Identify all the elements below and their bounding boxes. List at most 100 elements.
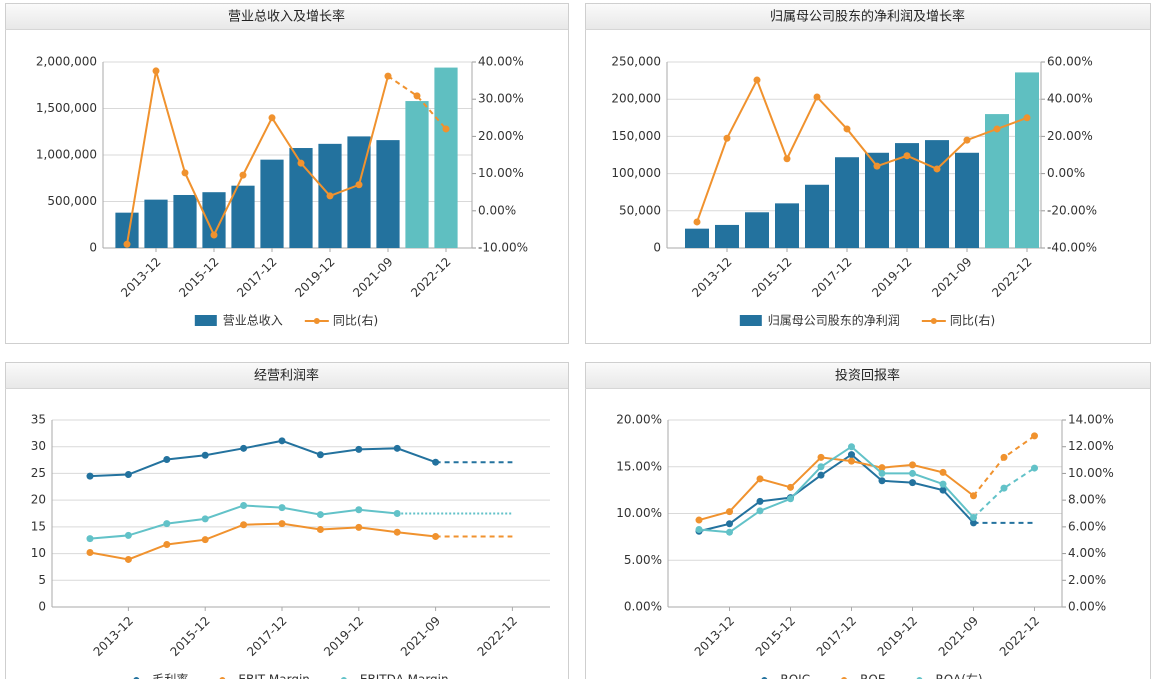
bar	[775, 203, 799, 248]
line-marker	[787, 495, 794, 503]
line	[126, 70, 389, 245]
line-marker	[201, 451, 209, 459]
legend-label: 毛利率	[152, 672, 188, 679]
panel-frame	[585, 362, 1151, 679]
y2-tick-label: 30.00%	[478, 92, 524, 106]
y2-tick-label: -40.00%	[1047, 241, 1097, 255]
line-marker	[278, 504, 286, 512]
bar	[260, 159, 284, 248]
line-marker	[326, 192, 334, 200]
line-marker	[355, 523, 363, 531]
line	[698, 456, 975, 522]
line-marker	[297, 159, 305, 167]
chart-title: 投资回报率	[835, 368, 900, 384]
line-marker	[695, 526, 703, 534]
y-tick-label: 10.00%	[616, 506, 662, 520]
line-marker	[939, 486, 947, 494]
line-marker	[163, 540, 171, 548]
line-marker	[878, 469, 886, 477]
line-marker	[695, 516, 703, 524]
y-tick-label: 2,000,000	[36, 55, 97, 69]
line-marker	[240, 521, 248, 529]
y-tick-label: 25	[31, 466, 46, 480]
bar	[685, 228, 709, 248]
line-marker	[432, 458, 440, 466]
y2-tick-label: 0.00%	[478, 203, 516, 217]
legend: 毛利率 EBIT Margin EBITDA Margin	[133, 672, 449, 679]
line-marker	[848, 451, 855, 459]
y2-tick-label: 8.00%	[1068, 493, 1106, 507]
panel-header	[6, 363, 568, 388]
line-marker	[848, 443, 855, 451]
legend: 归属母公司股东的净利润 同比(右)	[739, 313, 995, 328]
line-marker	[1023, 114, 1031, 122]
line-marker	[963, 136, 971, 144]
y-tick-label: 0.00%	[624, 600, 662, 614]
legend-label: ROA(右)	[935, 672, 982, 679]
y-tick-label: 0	[653, 241, 661, 255]
y2-tick-label: 14.00%	[1068, 413, 1114, 427]
line-marker	[384, 72, 392, 80]
line-marker	[240, 501, 248, 509]
line-marker	[124, 470, 132, 478]
legend-label: ROIC	[780, 673, 810, 679]
legend-label: 归属母公司股东的净利润	[768, 313, 900, 328]
line-marker	[817, 463, 825, 471]
bar	[434, 67, 458, 248]
line-marker	[86, 535, 94, 543]
line	[698, 453, 975, 533]
line-marker	[86, 549, 94, 557]
y-tick-label: 200,000	[611, 92, 661, 106]
line-marker	[726, 508, 733, 516]
line-marker	[903, 152, 911, 160]
bar	[115, 212, 139, 248]
panel-header	[586, 4, 1150, 29]
y2-tick-label: 0.00%	[1047, 166, 1085, 180]
legend-label: 营业总收入	[223, 314, 283, 328]
line-marker	[163, 456, 171, 464]
line-marker	[393, 444, 401, 452]
y-tick-label: 20.00%	[616, 413, 662, 427]
line	[89, 522, 436, 561]
line-marker	[1031, 464, 1038, 472]
legend-label: EBITDA Margin	[360, 673, 449, 679]
bar	[835, 157, 859, 248]
line-marker	[878, 464, 886, 472]
line-marker	[393, 510, 401, 517]
line-marker	[355, 506, 363, 514]
legend: ROIC ROE ROA(右)	[761, 672, 983, 679]
y-tick-label: 250,000	[611, 55, 661, 69]
y-tick-label: 100,000	[611, 166, 661, 180]
legend-label: EBIT Margin	[238, 673, 309, 679]
line-marker	[726, 520, 733, 528]
line-marker	[909, 479, 916, 487]
line-marker	[152, 67, 160, 75]
line-marker	[239, 171, 247, 179]
line-marker	[316, 451, 324, 459]
line-marker	[1031, 432, 1038, 440]
y2-tick-label: -20.00%	[1047, 203, 1097, 217]
line-marker	[848, 457, 855, 465]
y-tick-label: 500,000	[47, 194, 97, 208]
line-marker	[723, 134, 731, 142]
y2-tick-label: -10.00%	[478, 241, 528, 255]
line-marker	[693, 218, 701, 226]
line-marker	[817, 471, 825, 479]
y-tick-label: 20	[31, 493, 46, 507]
line-marker	[817, 453, 825, 461]
line-marker	[355, 445, 363, 453]
line-marker	[316, 511, 324, 519]
legend-label: 同比(右)	[950, 313, 995, 328]
panel-header	[586, 363, 1150, 388]
bar	[144, 199, 168, 248]
bar	[715, 224, 739, 248]
bar	[1015, 72, 1039, 248]
chart-title: 归属母公司股东的净利润及增长率	[770, 9, 965, 25]
line-marker	[181, 169, 189, 177]
y2-tick-label: 10.00%	[1068, 466, 1114, 480]
line-marker	[268, 114, 276, 122]
y2-tick-label: 12.00%	[1068, 439, 1114, 453]
y2-tick-label: 6.00%	[1068, 519, 1106, 533]
line-marker	[163, 520, 171, 528]
bar	[925, 140, 949, 248]
